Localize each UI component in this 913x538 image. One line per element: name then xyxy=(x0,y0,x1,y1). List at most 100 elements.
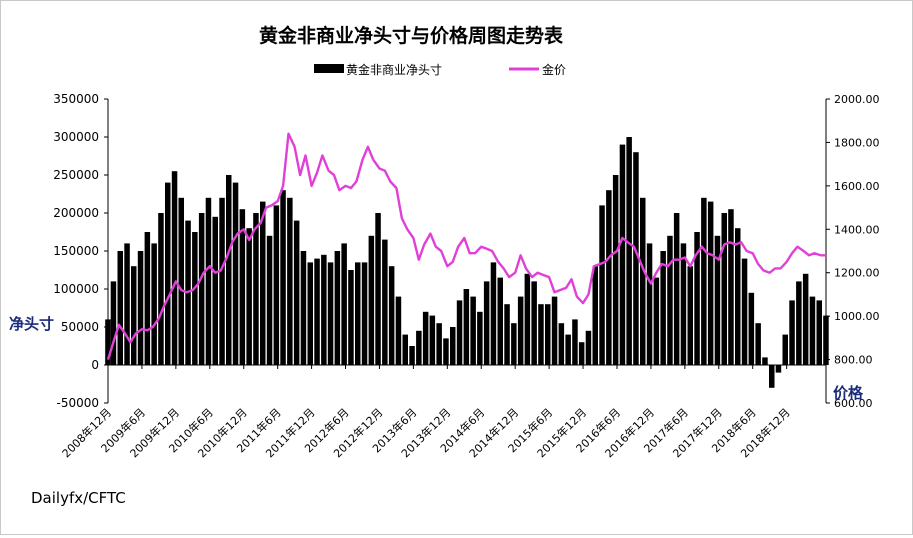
legend-label-gold-price: 金价 xyxy=(542,62,566,77)
right-tick-label-2: 1600.00 xyxy=(834,180,880,193)
net-position-bar-1 xyxy=(110,281,117,365)
net-position-bar-86 xyxy=(687,266,693,365)
net-position-bar-62 xyxy=(524,273,531,365)
left-tick-label-2: 250000 xyxy=(53,168,99,182)
legend-swatch-net-position xyxy=(314,64,344,73)
net-position-bar-21 xyxy=(246,228,252,365)
net-position-bar-71 xyxy=(585,330,592,365)
right-tick-label-7: 600.00 xyxy=(834,397,873,410)
right-tick-label-6: 800.00 xyxy=(834,354,873,367)
net-position-bar-55 xyxy=(477,311,483,365)
net-position-bar-13 xyxy=(192,232,198,365)
x-axis-ticks: 2008年12月2009年6月2009年12月2010年6月2010年12月20… xyxy=(59,365,793,460)
plot-area xyxy=(105,99,829,403)
net-position-bar-69 xyxy=(572,319,578,365)
net-position-bar-50 xyxy=(443,338,449,365)
net-position-bar-46 xyxy=(416,330,422,365)
net-position-bar-74 xyxy=(606,190,612,365)
left-tick-label-0: 350000 xyxy=(53,92,99,106)
net-position-bar-90 xyxy=(714,235,721,365)
net-position-bar-84 xyxy=(673,213,680,365)
right-axis-ticks: 2000.00 1800.00 1600.00 1400.00 1200.00 1000.… xyxy=(826,93,880,410)
net-position-bar-63 xyxy=(531,281,537,365)
net-position-bar-27 xyxy=(287,197,293,365)
left-tick-label-4: 150000 xyxy=(53,244,99,258)
net-position-bar-93 xyxy=(735,228,741,365)
net-position-bar-64 xyxy=(538,304,544,365)
net-position-bar-43 xyxy=(395,296,402,365)
net-position-bar-16 xyxy=(212,216,218,365)
net-position-bar-31 xyxy=(314,258,320,365)
net-position-bar-22 xyxy=(253,213,259,365)
net-position-bar-66 xyxy=(551,296,558,365)
net-position-bar-79 xyxy=(640,197,646,365)
net-position-bar-95 xyxy=(748,292,755,365)
net-position-bar-40 xyxy=(375,213,381,365)
net-position-bar-89 xyxy=(707,201,714,365)
net-position-bar-48 xyxy=(429,315,436,365)
left-axis-label: 净头寸 xyxy=(9,315,54,333)
net-position-bar-9 xyxy=(165,182,171,365)
net-position-bar-39 xyxy=(368,235,375,365)
net-position-bar-26 xyxy=(280,190,286,365)
net-position-bar-81 xyxy=(653,277,660,365)
net-position-bar-2 xyxy=(117,251,123,365)
net-position-bar-5 xyxy=(137,251,144,365)
net-position-bar-7 xyxy=(151,243,157,365)
net-position-bar-29 xyxy=(300,251,307,365)
net-position-bar-53 xyxy=(463,289,470,365)
net-position-bar-87 xyxy=(694,232,700,365)
net-position-bar-0 xyxy=(105,319,111,365)
net-position-bar-101 xyxy=(789,300,795,365)
net-position-bar-68 xyxy=(565,334,571,365)
left-tick-label-8: -50000 xyxy=(56,396,99,410)
legend-label-net-position: 黄金非商业净头寸 xyxy=(346,62,442,77)
net-position-bar-56 xyxy=(483,281,490,365)
net-position-bar-106 xyxy=(823,315,829,365)
net-position-bar-78 xyxy=(633,152,639,365)
net-position-bar-75 xyxy=(612,175,619,365)
net-position-bar-99 xyxy=(775,365,782,373)
net-position-bar-76 xyxy=(619,144,626,365)
net-position-bar-30 xyxy=(307,262,313,365)
net-position-bar-37 xyxy=(355,262,361,365)
net-position-bar-104 xyxy=(809,296,816,365)
left-tick-label-6: 50000 xyxy=(61,320,99,334)
net-position-bar-38 xyxy=(361,262,368,365)
right-tick-label-3: 1400.00 xyxy=(834,223,880,236)
net-position-bar-23 xyxy=(260,201,266,365)
net-position-bar-65 xyxy=(545,304,551,365)
net-position-bar-96 xyxy=(755,323,761,365)
net-position-bar-20 xyxy=(239,209,246,365)
right-tick-label-1: 1800.00 xyxy=(834,136,880,149)
chart-title: 黄金非商业净头寸与价格周图走势表 xyxy=(259,24,564,47)
net-position-bar-91 xyxy=(721,213,727,365)
net-position-bar-92 xyxy=(728,209,734,365)
net-position-bar-49 xyxy=(436,323,442,365)
net-position-bar-73 xyxy=(599,205,605,365)
net-position-bar-83 xyxy=(667,235,673,365)
net-position-bar-33 xyxy=(327,262,334,365)
net-position-bar-60 xyxy=(511,323,517,365)
net-position-bar-28 xyxy=(293,220,300,365)
net-position-bar-41 xyxy=(382,239,388,365)
net-position-bar-15 xyxy=(205,197,212,365)
left-tick-label-3: 200000 xyxy=(53,206,99,220)
net-position-bar-80 xyxy=(646,243,653,365)
net-position-bar-97 xyxy=(762,357,768,365)
net-position-bar-10 xyxy=(171,171,178,365)
net-position-bar-103 xyxy=(802,273,809,365)
right-tick-label-4: 1200.00 xyxy=(834,267,880,280)
right-axis-label: 价格 xyxy=(833,384,864,402)
left-tick-label-5: 100000 xyxy=(53,282,99,296)
net-position-bar-67 xyxy=(558,323,565,365)
gold-price-line xyxy=(106,132,826,360)
net-position-bar-54 xyxy=(470,296,476,365)
net-position-bar-18 xyxy=(226,175,232,365)
right-tick-label-0: 2000.00 xyxy=(834,93,880,106)
source-label: Dailyfx/CFTC xyxy=(31,489,126,507)
net-position-bar-85 xyxy=(680,243,687,365)
net-position-bar-32 xyxy=(321,254,327,365)
net-position-bar-35 xyxy=(341,243,347,365)
